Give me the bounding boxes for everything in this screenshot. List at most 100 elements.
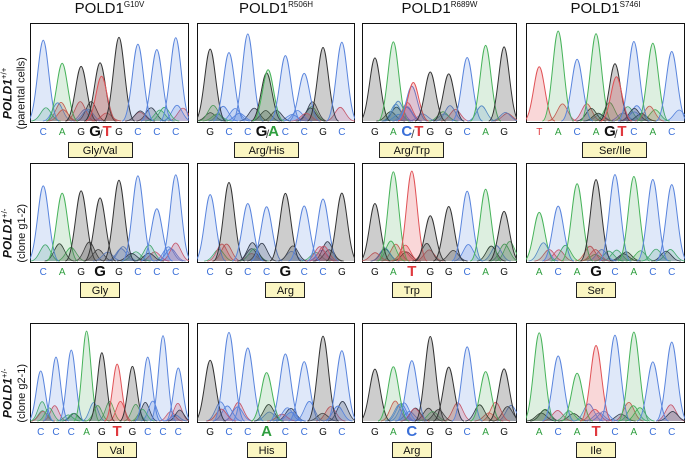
base-separator: / bbox=[99, 127, 103, 141]
base-call: A bbox=[390, 427, 397, 438]
base-peak-a bbox=[526, 211, 556, 262]
base-call: G bbox=[604, 123, 616, 140]
base-peak-t bbox=[600, 76, 633, 122]
amino-acid-label: Arg/His bbox=[234, 142, 300, 158]
base-call: G bbox=[426, 267, 435, 278]
amino-acid-label: Arg bbox=[391, 442, 432, 458]
column-gene-name: POLD1 bbox=[401, 0, 451, 17]
base-peak-c bbox=[325, 41, 355, 122]
base-peak-c bbox=[325, 350, 355, 422]
base-peak-c bbox=[149, 335, 177, 422]
base-call: C bbox=[401, 123, 413, 140]
base-call: C bbox=[611, 427, 619, 438]
noise-peak bbox=[294, 401, 325, 422]
amino-acid-label: Ile bbox=[576, 442, 617, 458]
base-peak-g bbox=[325, 192, 355, 262]
base-call: C bbox=[463, 127, 471, 138]
base-call: C bbox=[300, 427, 308, 438]
amino-acid-label: Gly bbox=[80, 282, 121, 298]
base-call: G bbox=[206, 427, 215, 438]
base-call: C bbox=[244, 127, 252, 138]
noise-peak bbox=[657, 411, 685, 422]
base-call: A bbox=[573, 427, 581, 438]
amino-acid-label: Gly/Val bbox=[67, 142, 133, 158]
base-peak-c bbox=[30, 39, 60, 122]
base-peak-c bbox=[159, 174, 189, 262]
noise-peak bbox=[534, 249, 564, 262]
base-call: T bbox=[414, 123, 424, 140]
base-call: C bbox=[406, 423, 418, 440]
base-call: A bbox=[482, 427, 489, 438]
base-call: T bbox=[591, 423, 601, 440]
base-peak-g bbox=[212, 182, 246, 262]
base-call: G bbox=[89, 123, 101, 140]
noise-peak bbox=[278, 245, 308, 262]
base-call: C bbox=[463, 427, 471, 438]
base-call: C bbox=[668, 267, 676, 278]
noise-peak bbox=[207, 243, 237, 262]
base-call: C bbox=[225, 127, 233, 138]
noise-peak bbox=[495, 241, 517, 262]
base-peak-a bbox=[469, 188, 502, 262]
noise-peak bbox=[208, 105, 238, 122]
row-label-2: POLD1+/- (clone g2-1) bbox=[0, 323, 27, 463]
noise-peak bbox=[362, 252, 390, 262]
base-peak-c bbox=[159, 37, 189, 122]
base-call: C bbox=[37, 427, 45, 438]
base-call: C bbox=[630, 127, 638, 138]
base-call: A bbox=[630, 427, 638, 438]
base-call: G bbox=[77, 267, 85, 278]
amino-acid-label: Val bbox=[97, 442, 138, 458]
noise-peak bbox=[428, 111, 458, 122]
base-call: C bbox=[159, 427, 167, 438]
base-peak-c bbox=[541, 355, 575, 422]
base-peak-c bbox=[451, 56, 484, 122]
column-title-r689w: POLD1R689W bbox=[362, 0, 517, 20]
base-peak-a bbox=[541, 30, 575, 122]
row-gene-name: POLD1 bbox=[0, 78, 15, 119]
noise-peak bbox=[253, 404, 284, 422]
base-call: C bbox=[225, 427, 233, 438]
base-call: A bbox=[83, 427, 90, 438]
base-call: A bbox=[58, 127, 66, 138]
base-call: A bbox=[630, 267, 638, 278]
chromatogram-trace bbox=[30, 323, 189, 423]
amino-acid-label: His bbox=[246, 442, 287, 458]
column-mutation: R689W bbox=[450, 0, 478, 9]
noise-peak bbox=[490, 111, 517, 122]
base-peak-c bbox=[288, 361, 321, 422]
noise-peak bbox=[438, 250, 468, 262]
base-peak-g bbox=[414, 215, 446, 262]
base-call: G bbox=[97, 427, 106, 438]
row-label-1: POLD1+/- (clone g1-2) bbox=[0, 163, 27, 303]
base-separator: / bbox=[411, 127, 415, 141]
base-peak-g bbox=[83, 62, 117, 122]
base-peak-a bbox=[617, 331, 651, 422]
base-peak-c bbox=[231, 33, 264, 122]
base-call: A bbox=[592, 127, 600, 138]
base-call: C bbox=[244, 427, 252, 438]
base-call: A bbox=[482, 267, 489, 278]
amino-acid-label: Trp bbox=[391, 282, 432, 298]
noise-peak bbox=[167, 409, 189, 422]
noise-peak bbox=[30, 244, 61, 262]
noise-peak bbox=[224, 112, 255, 122]
chromatogram-trace bbox=[197, 163, 355, 263]
base-peak-c bbox=[542, 205, 575, 262]
noise-peak bbox=[575, 245, 605, 262]
base-peak-c bbox=[288, 72, 321, 122]
base-call: C bbox=[67, 427, 75, 438]
chromatogram-trace bbox=[362, 323, 517, 423]
base-peak-g bbox=[488, 46, 517, 122]
noise-peak bbox=[664, 109, 685, 122]
noise-peak bbox=[554, 410, 584, 422]
base-call: C bbox=[554, 267, 562, 278]
base-peak-a bbox=[250, 372, 283, 422]
base-call: C bbox=[649, 267, 657, 278]
noise-peak bbox=[160, 242, 189, 262]
chromatogram-trace bbox=[30, 23, 189, 123]
column-title-s746i: POLD1S746I bbox=[526, 0, 685, 20]
